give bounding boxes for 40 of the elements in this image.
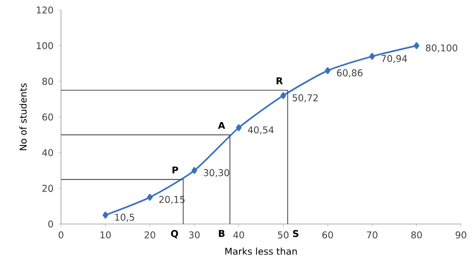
- y-tick-label: 80: [42, 78, 53, 85]
- point: [369, 52, 375, 60]
- annotation: P: [172, 166, 178, 174]
- x-tick-label: 30: [189, 231, 200, 238]
- y-tick-label: 20: [42, 184, 53, 192]
- y-tick-label: 0: [48, 220, 53, 228]
- annotation: A: [218, 122, 226, 129]
- annotation: 30,30: [204, 169, 230, 178]
- point: [414, 42, 420, 50]
- x-tick-label: 60: [322, 231, 333, 238]
- x-tick-label: 80: [411, 231, 422, 238]
- point: [324, 67, 330, 74]
- annotation: 60,86: [337, 69, 363, 78]
- y-tick-label: 120: [36, 6, 53, 14]
- x-tick-label: 20: [144, 231, 156, 238]
- y-tick-label: 40: [42, 149, 53, 156]
- annotation: 80,100: [426, 44, 458, 52]
- x-tick-label: 10: [100, 231, 111, 238]
- annotation: 10,5: [115, 214, 134, 222]
- annotation: S: [293, 230, 298, 238]
- point: [102, 212, 108, 219]
- x-tick-label: 0: [58, 231, 64, 238]
- x-tick-label: 70: [366, 231, 378, 238]
- y-tick-label: 100: [36, 42, 53, 50]
- point: [280, 92, 286, 100]
- annotation: R: [276, 77, 283, 84]
- point: [192, 167, 198, 174]
- annotation: 70,94: [382, 55, 408, 64]
- x-tick-label: 90: [456, 231, 466, 238]
- annotation: 50,72: [292, 94, 318, 102]
- y-axis-title: No of students: [19, 83, 27, 150]
- point: [236, 124, 242, 132]
- x-tick-label: 40: [233, 231, 244, 238]
- annotation: B: [218, 230, 225, 237]
- y-tick-label: 60: [42, 113, 53, 121]
- point: [147, 194, 153, 201]
- annotation: 40,54: [248, 126, 274, 134]
- x-tick-label: 50: [278, 231, 289, 238]
- annotation: Q: [171, 230, 178, 238]
- x-axis-title: Marks less than: [225, 248, 297, 255]
